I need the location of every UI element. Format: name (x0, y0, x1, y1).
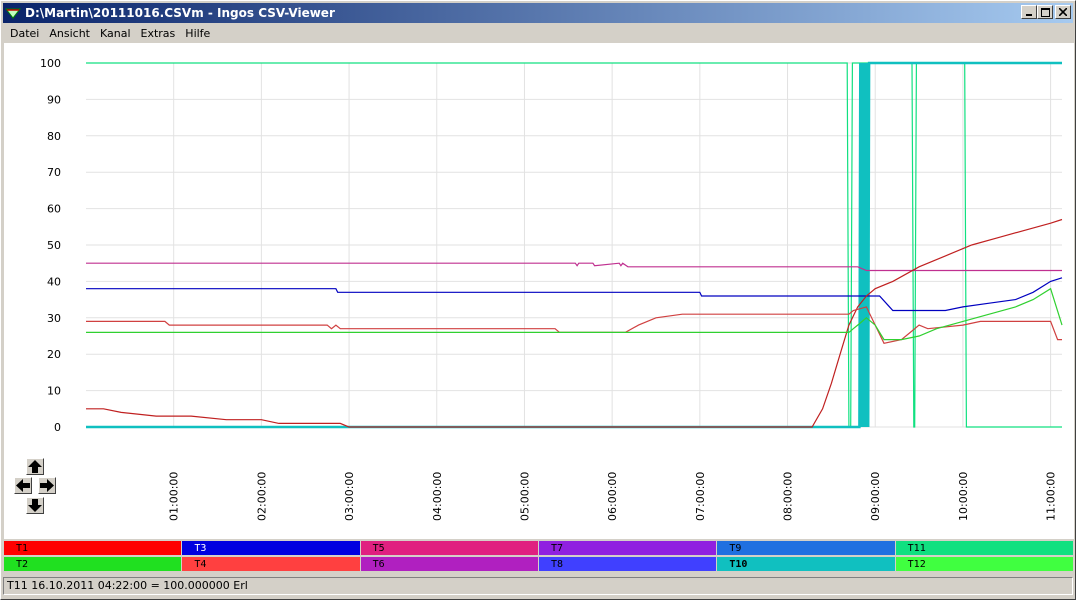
x-tick-label: 09:00:00 (869, 472, 882, 521)
channel-legend: T1 T3 T5 T7 T9 T11 T2 T4 T6 T8 T10 T12 (4, 541, 1074, 573)
scroll-right-button[interactable] (38, 477, 56, 494)
y-tick-label: 50 (47, 239, 61, 252)
scroll-left-button[interactable] (14, 477, 32, 494)
legend-item-t1[interactable]: T1 (4, 541, 183, 556)
arrow-down-icon (28, 499, 42, 512)
y-tick-label: 0 (54, 421, 61, 434)
minimize-icon (1026, 14, 1032, 16)
scroll-up-button[interactable] (26, 458, 44, 475)
legend-item-t8[interactable]: T8 (539, 557, 718, 572)
x-tick-label: 03:00:00 (343, 472, 356, 521)
caption-buttons (1021, 5, 1071, 19)
legend-item-t5[interactable]: T5 (360, 541, 539, 556)
close-icon (1059, 8, 1067, 16)
y-tick-label: 80 (47, 130, 61, 143)
legend-item-t2[interactable]: T2 (4, 557, 183, 572)
series-line-t1[interactable] (86, 218, 1063, 428)
series-line-t10[interactable] (86, 61, 1062, 429)
y-tick-label: 30 (47, 312, 61, 325)
menu-extras[interactable]: Extras (140, 26, 176, 40)
status-text: T11 16.10.2011 04:22:00 = 100.000000 Erl (7, 579, 248, 592)
y-tick-label: 10 (47, 385, 61, 398)
x-tick-label: 10:00:00 (957, 472, 970, 521)
maximize-button[interactable] (1037, 5, 1053, 19)
maximize-icon (1040, 7, 1050, 17)
legend-item-t9[interactable]: T9 (717, 541, 896, 556)
chart-area[interactable]: 0 10 20 30 40 50 60 70 80 90 100 01:00:00 02:00:00 03… (4, 43, 1074, 539)
menu-ansicht[interactable]: Ansicht (49, 26, 90, 40)
x-tick-label: 11:00:00 (1045, 472, 1058, 521)
menu-kanal[interactable]: Kanal (99, 26, 131, 40)
legend-item-t11[interactable]: T11 (895, 541, 1074, 556)
series-line-t3[interactable] (86, 277, 1063, 312)
y-tick-label: 40 (47, 275, 61, 288)
chart-svg[interactable]: 0 10 20 30 40 50 60 70 80 90 100 01:00:00 02:00:00 03… (4, 43, 1074, 539)
title-bar[interactable]: D:\Martin\20111016.CSVm - Ingos CSV-View… (3, 3, 1073, 23)
legend-item-t7[interactable]: T7 (539, 541, 718, 556)
x-tick-label: 06:00:00 (606, 472, 619, 521)
x-tick-label: 02:00:00 (255, 472, 268, 521)
legend-item-t12[interactable]: T12 (895, 557, 1074, 572)
x-tick-label: 05:00:00 (518, 472, 531, 521)
legend-item-t6[interactable]: T6 (360, 557, 539, 572)
scroll-arrows (14, 458, 56, 516)
x-tick-label: 07:00:00 (694, 472, 707, 521)
x-tick-label: 04:00:00 (431, 472, 444, 521)
arrow-right-icon (40, 479, 54, 492)
app-icon[interactable] (5, 5, 21, 21)
series-line-t5[interactable] (86, 262, 1062, 272)
window-title: D:\Martin\20111016.CSVm - Ingos CSV-View… (25, 6, 335, 20)
y-tick-label: 60 (47, 203, 61, 216)
menu-hilfe[interactable]: Hilfe (185, 26, 211, 40)
legend-item-t10[interactable]: T10 (717, 557, 896, 572)
y-tick-label: 100 (40, 57, 61, 70)
minimize-button[interactable] (1021, 5, 1037, 19)
scroll-down-button[interactable] (26, 497, 44, 514)
y-tick-label: 90 (47, 93, 61, 106)
arrow-up-icon (28, 460, 42, 473)
y-tick-label: 20 (47, 348, 61, 361)
close-button[interactable] (1055, 5, 1071, 19)
menu-bar: Datei Ansicht Kanal Extras Hilfe (3, 24, 1073, 42)
menu-datei[interactable]: Datei (10, 26, 40, 40)
status-bar: T11 16.10.2011 04:22:00 = 100.000000 Erl (3, 577, 1073, 595)
series-line-t4[interactable] (86, 306, 1062, 344)
legend-item-t4[interactable]: T4 (182, 557, 361, 572)
y-tick-label: 70 (47, 166, 61, 179)
x-tick-label: 08:00:00 (782, 472, 795, 521)
x-tick-label: 01:00:00 (168, 472, 181, 521)
series-line-t2[interactable] (86, 287, 1063, 341)
arrow-left-icon (16, 479, 30, 492)
legend-item-t3[interactable]: T3 (182, 541, 361, 556)
